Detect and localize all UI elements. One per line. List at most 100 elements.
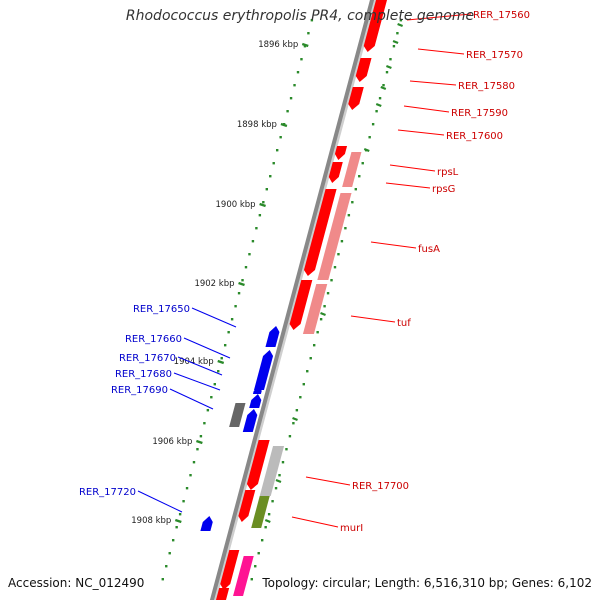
leader-line xyxy=(409,80,457,86)
tick-dot xyxy=(199,435,203,438)
gene-label-forward: RER_17560 xyxy=(473,10,530,21)
gene-fusA xyxy=(303,189,337,276)
gene-rer-17720 xyxy=(200,516,213,531)
tick-dot xyxy=(354,188,357,191)
tick-dash xyxy=(292,416,298,422)
kbp-tick-label: 1898 kbp xyxy=(237,120,277,130)
tick-dot xyxy=(196,448,199,451)
tick-dot xyxy=(189,474,192,477)
tick-dot xyxy=(241,279,244,282)
tick-dot xyxy=(165,565,168,568)
tick-dot xyxy=(262,201,265,204)
tick-dot xyxy=(292,422,295,425)
gene-rpsG-product xyxy=(342,152,362,187)
track-layer xyxy=(161,0,404,600)
gene-label-forward: murI xyxy=(340,523,363,534)
tick-dot xyxy=(275,149,279,152)
tick-dot xyxy=(272,162,275,165)
tick-dot xyxy=(385,71,389,74)
tick-dot xyxy=(296,71,300,74)
gene-murI xyxy=(238,490,256,522)
tick-dot xyxy=(248,253,251,256)
gene-label-forward: RER_17590 xyxy=(451,108,508,119)
tick-dot xyxy=(330,279,333,282)
backbone-shadow xyxy=(213,0,377,600)
tick-dot xyxy=(285,448,288,451)
tick-dash xyxy=(320,311,326,317)
tick-dot xyxy=(278,474,281,477)
tick-dot xyxy=(295,409,299,412)
gene-rer-17670 xyxy=(252,385,262,394)
tick-dash xyxy=(380,85,387,91)
gene-tuf-product xyxy=(302,284,328,334)
leader-line xyxy=(183,337,231,359)
tick-dot xyxy=(279,136,282,139)
leader-line xyxy=(397,129,445,136)
tick-dash xyxy=(385,64,392,70)
gene-label-forward: rpsL xyxy=(437,167,459,178)
tick-dot xyxy=(293,84,296,87)
gene-rer-17560 xyxy=(363,0,387,52)
tick-dot xyxy=(265,188,268,191)
gene-edge xyxy=(215,588,230,600)
leader-line xyxy=(291,516,339,528)
topology-text: Topology: circular; Length: 6,516,310 bp… xyxy=(262,576,592,590)
kbp-tick-label: 1896 kbp xyxy=(258,40,298,50)
tick-dot xyxy=(258,214,262,217)
tick-dot xyxy=(234,305,237,308)
tick-dot xyxy=(217,370,220,373)
genome-title: Rhodococcus erythropolis PR4, complete g… xyxy=(125,8,475,24)
gene-rer-17700-partner xyxy=(259,446,285,496)
gene-rer-17680 xyxy=(249,394,262,408)
tick-dot xyxy=(358,175,361,178)
tick-dot xyxy=(303,45,307,48)
tick-dot xyxy=(310,19,314,22)
kbp-tick-mark xyxy=(301,42,309,48)
gene-rer-17580 xyxy=(348,87,364,110)
tick-dot xyxy=(274,487,278,490)
tick-dot xyxy=(299,396,302,399)
gene-label-forward: RER_17570 xyxy=(466,50,523,61)
gene-rpsL xyxy=(334,146,348,160)
tick-dot xyxy=(220,357,223,360)
leader-line xyxy=(305,476,351,486)
leader-line xyxy=(370,241,417,249)
tick-dot xyxy=(175,526,178,529)
gene-rer-17690 xyxy=(242,409,258,432)
leader-line xyxy=(406,13,472,21)
kbp-tick-mark xyxy=(280,122,288,128)
gene-label-forward: fusA xyxy=(418,244,440,255)
tick-dot xyxy=(271,500,274,503)
gene-gray-pseudo xyxy=(229,403,246,427)
tick-dot xyxy=(361,162,364,165)
tick-dash xyxy=(397,22,404,28)
gene-rer-17650 xyxy=(265,326,280,347)
gene-label-reverse: RER_17650 xyxy=(133,304,190,315)
gene-layer xyxy=(200,0,387,600)
gene-rer-17660 xyxy=(253,350,274,390)
kbp-tick-mark xyxy=(259,202,266,208)
kbp-tick-label: 1900 kbp xyxy=(216,200,256,210)
tick-dot xyxy=(300,58,303,61)
tick-dot xyxy=(309,357,312,360)
tick-dash xyxy=(375,102,382,108)
gene-label-reverse: RER_17680 xyxy=(115,369,172,380)
tick-dot xyxy=(323,305,326,308)
tick-dot xyxy=(257,552,260,555)
tick-dot xyxy=(288,435,292,438)
tick-dot xyxy=(264,526,267,529)
tick-dot xyxy=(368,136,371,139)
kbp-tick-mark xyxy=(238,281,245,287)
tick-dot xyxy=(254,565,257,568)
tick-dot xyxy=(302,383,305,386)
gene-label-forward: RER_17580 xyxy=(458,81,515,92)
gene-label-forward: tuf xyxy=(397,318,411,329)
leader-line xyxy=(191,307,237,328)
leader-line xyxy=(350,315,396,323)
gene-tuf xyxy=(289,280,313,330)
tick-dot xyxy=(237,292,241,295)
leader-line xyxy=(403,105,450,113)
tick-dot xyxy=(351,201,354,204)
